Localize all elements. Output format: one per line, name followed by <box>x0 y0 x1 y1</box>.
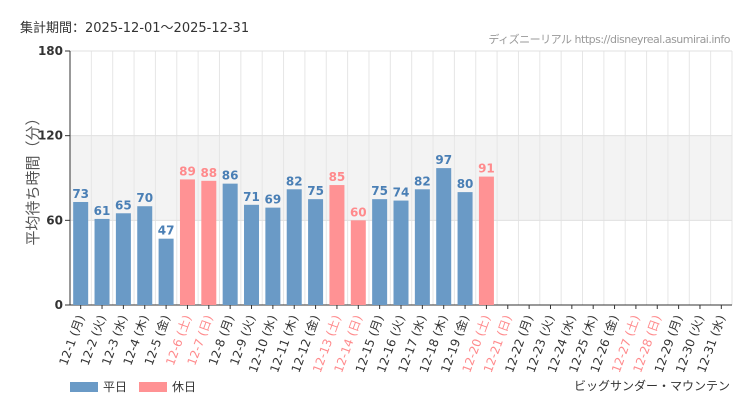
data-label: 86 <box>222 169 239 183</box>
bar <box>115 213 131 305</box>
legend-weekday-label: 平日 <box>103 380 128 394</box>
data-label: 82 <box>414 174 431 188</box>
bar <box>372 199 388 305</box>
bar <box>158 238 174 305</box>
weekday-swatch <box>70 381 98 392</box>
legend: 平日 休日 <box>70 378 196 395</box>
data-label: 70 <box>136 191 153 205</box>
bar <box>201 180 217 305</box>
bar <box>308 199 324 305</box>
bar <box>457 192 473 305</box>
data-label: 74 <box>393 186 410 200</box>
data-label: 73 <box>72 187 89 201</box>
y-tick-label: 0 <box>55 298 63 312</box>
data-label: 75 <box>307 184 324 198</box>
y-tick-label: 60 <box>46 213 63 227</box>
data-label: 88 <box>200 166 217 180</box>
legend-weekday: 平日 <box>70 378 127 395</box>
data-label: 60 <box>350 205 367 219</box>
bar <box>179 179 195 305</box>
data-label: 80 <box>457 177 474 191</box>
data-label: 85 <box>329 170 346 184</box>
bar <box>73 201 89 305</box>
data-label: 65 <box>115 198 132 212</box>
data-label: 61 <box>94 204 111 218</box>
bar <box>265 207 281 305</box>
data-label: 82 <box>286 174 303 188</box>
bar <box>393 200 409 305</box>
data-label: 69 <box>265 193 282 207</box>
bar <box>329 185 345 305</box>
bar <box>436 168 452 305</box>
data-label: 91 <box>478 162 495 176</box>
site-credit: ディズニーリアル https://disneyreal.asumirai.inf… <box>488 33 730 46</box>
attraction-name: ビッグサンダー・マウンテン <box>573 379 730 393</box>
bar <box>94 218 110 305</box>
y-axis-label: 平均待ち時間（分） <box>24 110 42 245</box>
bar <box>350 220 366 305</box>
bar <box>244 204 260 305</box>
legend-holiday-label: 休日 <box>172 380 197 394</box>
y-tick-label: 180 <box>38 44 63 58</box>
data-label: 97 <box>435 153 452 167</box>
bar <box>222 183 238 305</box>
data-label: 75 <box>371 184 388 198</box>
legend-holiday: 休日 <box>139 378 196 395</box>
data-label: 71 <box>243 190 260 204</box>
bar <box>137 206 153 305</box>
data-label: 89 <box>179 164 196 178</box>
y-tick-label: 120 <box>38 129 63 143</box>
data-label: 47 <box>158 224 175 238</box>
holiday-swatch <box>139 381 168 392</box>
period-label: 集計期間：2025-12-01～2025-12-31 <box>20 21 250 36</box>
bar <box>286 189 302 305</box>
bar <box>478 176 494 305</box>
bar <box>414 189 430 305</box>
